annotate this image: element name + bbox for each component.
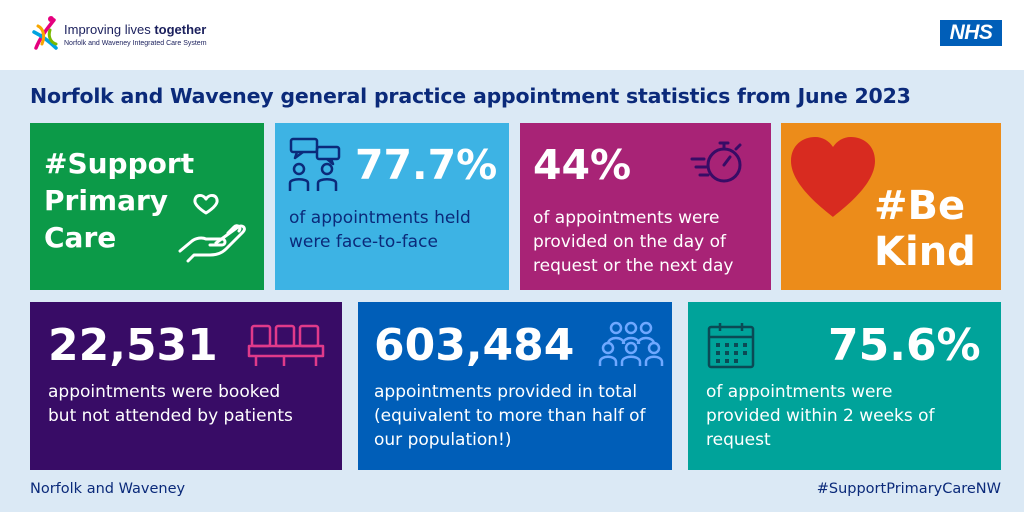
calendar-icon (707, 323, 755, 369)
conversation-people-icon (288, 137, 341, 191)
tile-support-primary-care: #Support Primary Care (30, 123, 264, 290)
tile-face-to-face: 77.7% of appointments held were face-to-… (275, 123, 509, 290)
tile-description: of appointments were provided within 2 w… (706, 382, 935, 450)
tile-did-not-attend: 22,531 appointments were booked but not … (30, 302, 342, 470)
stopwatch-icon (690, 141, 742, 183)
tile-be-kind: #Be Kind (781, 123, 1001, 290)
footer-hashtag: #SupportPrimaryCareNW (816, 481, 1001, 497)
ics-logo-mark-icon (32, 16, 58, 50)
tile-total-appointments: 603,484 appointments provided in total (… (358, 302, 672, 470)
tile-headline: 44% (533, 141, 632, 189)
top-bar: Improving lives together Norfolk and Wav… (0, 0, 1024, 70)
tile-headline: 77.7% (355, 141, 498, 189)
tile-headline: #Support Primary Care (44, 147, 195, 254)
tile-headline: #Be Kind (874, 183, 976, 275)
tile-headline: 22,531 (48, 320, 218, 371)
tile-within-two-weeks: 75.6% of appointments were provided with… (688, 302, 1001, 470)
logo-subtitle: Norfolk and Waveney Integrated Care Syst… (64, 39, 207, 47)
people-group-icon (598, 321, 664, 366)
infographic: Norfolk and Waveney general practice app… (0, 70, 1024, 512)
heart-icon (791, 137, 875, 217)
tile-description: of appointments held were face-to-face (289, 208, 471, 252)
nhs-logo: NHS (940, 20, 1002, 46)
hand-heart-icon (178, 193, 246, 263)
tile-same-day: 44% of appointments were provided on the… (520, 123, 771, 290)
footer-region: Norfolk and Waveney (30, 481, 186, 497)
tile-description: appointments provided in total (equivale… (374, 382, 646, 450)
tile-description: of appointments were provided on the day… (533, 208, 734, 276)
tile-headline: 603,484 (374, 320, 575, 371)
tile-headline: 75.6% (828, 320, 981, 371)
ics-logo: Improving lives together Norfolk and Wav… (30, 14, 207, 54)
logo-title: Improving lives together (64, 21, 207, 37)
waiting-chairs-icon (247, 324, 325, 366)
page-title: Norfolk and Waveney general practice app… (30, 84, 911, 108)
tile-description: appointments were booked but not attende… (48, 382, 293, 426)
